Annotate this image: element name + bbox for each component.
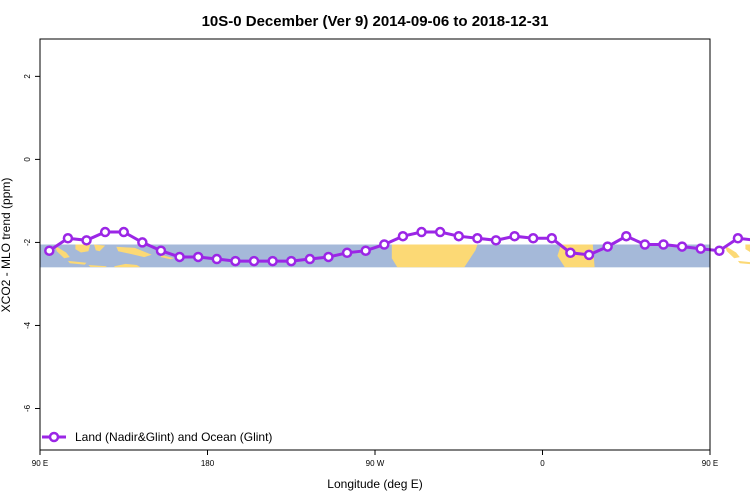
x-tick-label: 90 E [32, 459, 48, 468]
data-point [360, 245, 371, 256]
data-point [453, 230, 464, 242]
land-australia-north [114, 263, 141, 268]
data-point [565, 247, 576, 259]
data-point [732, 233, 744, 244]
data-point [192, 251, 204, 263]
latitude-band-ocean [40, 244, 710, 268]
land-timor-islands [88, 265, 107, 268]
data-point [602, 241, 613, 252]
land-south-america [391, 244, 478, 268]
y-axis-label: XCO2 - MLO trend (ppm) [0, 178, 13, 313]
legend-swatch-marker [48, 431, 60, 443]
data-point [527, 233, 539, 244]
data-point [416, 226, 427, 238]
x-tick-label: 90 E [702, 459, 718, 468]
legend: Land (Nadir&Glint) and Ocean (Glint) [42, 430, 272, 444]
land-sumatra-repeat [724, 245, 740, 259]
land-solomons [161, 254, 174, 260]
data-point [714, 245, 725, 256]
series-points [44, 226, 744, 267]
y-tick-label: -6 [23, 404, 32, 412]
chart-title: 10S-0 December (Ver 9) 2014-09-06 to 201… [202, 13, 549, 30]
data-point [174, 251, 185, 263]
data-point [546, 233, 558, 244]
data-point [379, 239, 390, 250]
land-borneo-repeat [745, 244, 750, 252]
land-new-guinea [116, 246, 152, 258]
data-point [639, 239, 651, 250]
data-point [99, 226, 111, 238]
data-point [323, 251, 334, 263]
data-point [62, 233, 74, 244]
data-point [583, 249, 595, 261]
y-axis: 2 0 -2 -4 -6 [23, 74, 40, 412]
data-point [621, 230, 632, 242]
land-java-repeat [737, 260, 750, 265]
data-point [267, 255, 278, 267]
land-sulawesi [94, 244, 106, 252]
legend-label: Land (Nadir&Glint) and Ocean (Glint) [75, 430, 272, 444]
y-tick-label: 2 [23, 74, 32, 79]
x-tick-label: 0 [540, 459, 545, 468]
land-java [67, 260, 87, 265]
x-tick-label: 180 [201, 459, 215, 468]
y-tick-label: -2 [23, 238, 32, 246]
data-point [658, 239, 669, 250]
data-point [137, 237, 148, 248]
plot-area [40, 226, 750, 268]
data-point [695, 243, 706, 254]
data-point [490, 235, 502, 246]
data-point [118, 226, 129, 238]
data-point [155, 245, 167, 256]
data-point [211, 253, 223, 265]
data-point [44, 245, 55, 256]
data-point [676, 241, 688, 252]
y-tick-label: 0 [23, 157, 32, 162]
x-axis-label: Longitude (deg E) [327, 477, 422, 491]
data-point [248, 255, 260, 267]
x-tick-label: 90 W [366, 459, 385, 468]
data-point [286, 255, 297, 267]
data-point [434, 226, 446, 238]
data-point [509, 230, 520, 242]
y-tick-label: -4 [23, 321, 32, 329]
data-point [230, 255, 241, 267]
data-point [81, 235, 92, 246]
data-point [472, 233, 483, 244]
data-point [304, 253, 316, 265]
data-point [341, 247, 353, 259]
data-point [397, 230, 409, 242]
land-borneo [75, 244, 91, 253]
land-sumatra [54, 245, 70, 259]
